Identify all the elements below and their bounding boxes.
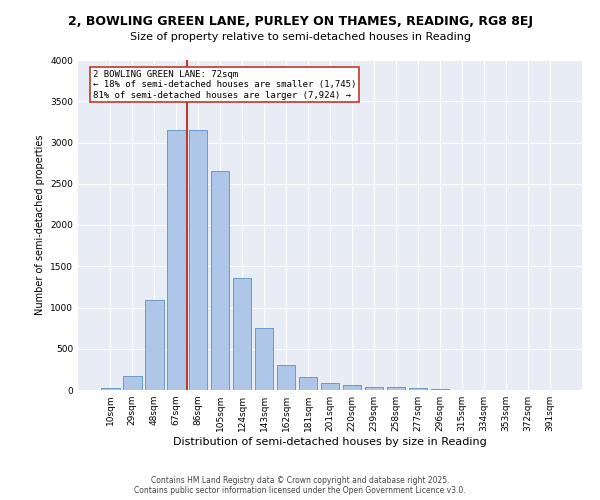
Bar (320, 382, 340, 390)
Bar (145, 300, 164, 390)
Text: 2 BOWLING GREEN LANE: 72sqm
← 18% of semi-detached houses are smaller (1,745)
81: 2 BOWLING GREEN LANE: 72sqm ← 18% of sem… (93, 70, 356, 100)
Y-axis label: Number of semi-detached properties: Number of semi-detached properties (35, 134, 44, 316)
Bar (431, 389, 449, 390)
Text: Contains HM Land Registry data © Crown copyright and database right 2025.
Contai: Contains HM Land Registry data © Crown c… (134, 476, 466, 495)
Bar (277, 365, 295, 390)
Bar (167, 130, 185, 390)
Bar (409, 388, 427, 390)
Bar (343, 385, 361, 390)
Bar (123, 376, 142, 390)
Bar (211, 170, 229, 390)
Bar (255, 328, 274, 390)
Bar (189, 130, 208, 390)
Text: 2, BOWLING GREEN LANE, PURLEY ON THAMES, READING, RG8 8EJ: 2, BOWLING GREEN LANE, PURLEY ON THAMES,… (67, 15, 533, 28)
Bar (233, 278, 251, 390)
X-axis label: Distribution of semi-detached houses by size in Reading: Distribution of semi-detached houses by … (173, 437, 487, 447)
Text: Size of property relative to semi-detached houses in Reading: Size of property relative to semi-detach… (130, 32, 470, 42)
Bar (365, 386, 383, 390)
Bar (299, 377, 317, 390)
Bar (101, 388, 119, 390)
Bar (386, 387, 405, 390)
